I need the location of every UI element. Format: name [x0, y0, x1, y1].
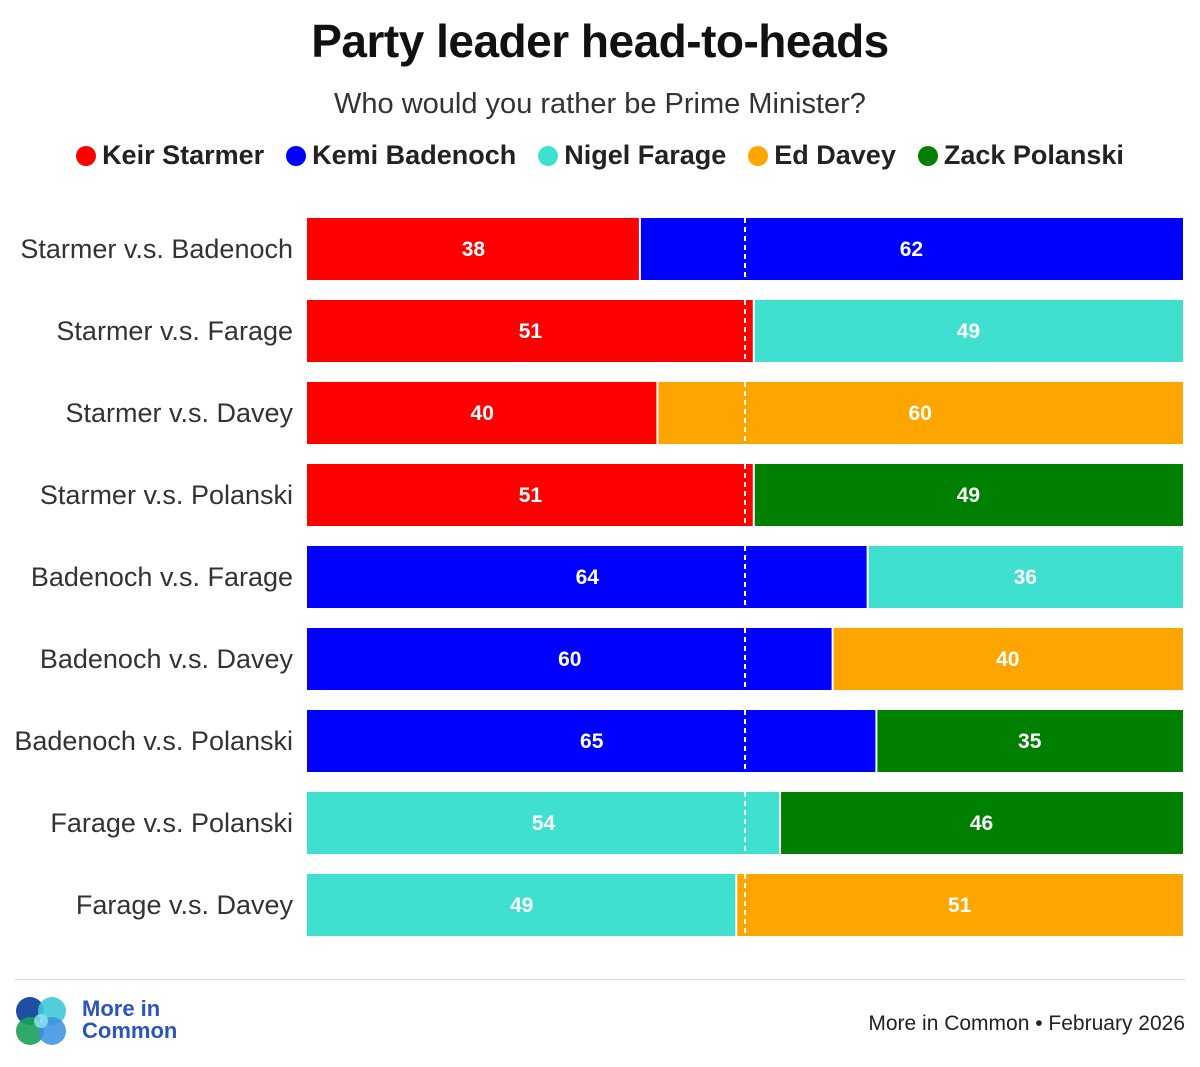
- row-label: Starmer v.s. Polanski: [40, 480, 293, 510]
- row-label: Badenoch v.s. Farage: [31, 562, 293, 592]
- data-label: 51: [948, 894, 972, 917]
- bar-segment-nigel-farage: [753, 300, 1183, 362]
- brand-name: More in Common: [82, 998, 177, 1042]
- bar-row-farage-v-s-davey: Farage v.s. Davey 49 51: [76, 874, 1183, 936]
- legend-label: Kemi Badenoch: [312, 140, 517, 170]
- bar-segment-zack-polanski: [780, 792, 1183, 854]
- data-label: 64: [576, 566, 600, 589]
- legend-swatch: [286, 145, 307, 166]
- brand-line-2: Common: [82, 1018, 178, 1043]
- bar-segment-nigel-farage: [307, 874, 737, 936]
- bar-segment-zack-polanski: [876, 710, 1183, 772]
- legend-label: Zack Polanski: [943, 140, 1124, 170]
- data-label: 65: [580, 730, 604, 753]
- head-to-head-bar-chart: Starmer v.s. Badenoch 38 62 Starmer v.s. Fa…: [14, 218, 1183, 936]
- legend-swatch: [538, 145, 559, 166]
- bar-row-starmer-v-s-farage: Starmer v.s. Farage 51 49: [56, 300, 1183, 362]
- bar-segment-kemi-badenoch: [307, 546, 868, 608]
- chart-title: Party leader head-to-heads: [311, 15, 889, 67]
- data-label: 60: [909, 402, 932, 425]
- data-label: 38: [462, 238, 486, 261]
- data-label: 49: [957, 320, 980, 343]
- legend-swatch: [76, 145, 97, 166]
- legend-item-ed-davey: Ed Davey: [748, 140, 896, 171]
- row-label: Farage v.s. Polanski: [50, 808, 293, 838]
- data-label: 49: [957, 484, 980, 507]
- row-label: Starmer v.s. Farage: [56, 316, 293, 346]
- legend-label: Nigel Farage: [564, 140, 727, 170]
- bar-row-starmer-v-s-polanski: Starmer v.s. Polanski 51 49: [40, 464, 1183, 526]
- data-label: 51: [519, 320, 543, 343]
- bar-segment-ed-davey: [736, 874, 1183, 936]
- bar-row-badenoch-v-s-farage: Badenoch v.s. Farage 64 36: [31, 546, 1183, 608]
- bar-segment-keir-starmer: [307, 300, 754, 362]
- data-label: 51: [519, 484, 543, 507]
- bar-row-farage-v-s-polanski: Farage v.s. Polanski 54 46: [50, 792, 1183, 854]
- legend: Keir Starmer Kemi Badenoch Nigel Farage …: [0, 140, 1200, 171]
- bar-segment-keir-starmer: [307, 464, 754, 526]
- legend-item-nigel-farage: Nigel Farage: [538, 140, 726, 171]
- data-label: 60: [558, 648, 581, 671]
- bar-row-starmer-v-s-davey: Starmer v.s. Davey 40 60: [65, 382, 1183, 444]
- bar-row-badenoch-v-s-polanski: Badenoch v.s. Polanski 65 35: [14, 710, 1183, 772]
- row-label: Badenoch v.s. Polanski: [14, 726, 293, 756]
- row-label: Farage v.s. Davey: [76, 890, 294, 920]
- bar-segment-nigel-farage: [307, 792, 781, 854]
- row-label: Starmer v.s. Davey: [65, 398, 293, 428]
- data-label: 49: [510, 894, 533, 917]
- data-label: 35: [1018, 730, 1042, 753]
- data-label: 54: [532, 812, 556, 835]
- footer-divider: [15, 979, 1185, 980]
- data-label: 46: [970, 812, 993, 835]
- legend-item-zack-polanski: Zack Polanski: [917, 140, 1124, 171]
- chart-subtitle: Who would you rather be Prime Minister?: [334, 88, 866, 120]
- bar-row-badenoch-v-s-davey: Badenoch v.s. Davey 60 40: [40, 628, 1183, 690]
- more-in-common-logo-icon: [16, 997, 66, 1045]
- bar-row-starmer-v-s-badenoch: Starmer v.s. Badenoch 38 62: [20, 218, 1183, 280]
- data-label: 40: [996, 648, 1019, 671]
- legend-item-kemi-badenoch: Kemi Badenoch: [286, 140, 516, 171]
- bar-segment-keir-starmer: [307, 218, 640, 280]
- legend-label: Ed Davey: [774, 140, 896, 170]
- bar-segment-keir-starmer: [307, 382, 658, 444]
- legend-label: Keir Starmer: [102, 140, 265, 170]
- data-label: 36: [1014, 566, 1037, 589]
- bar-segment-ed-davey: [832, 628, 1183, 690]
- legend-swatch: [748, 145, 769, 166]
- legend-swatch: [917, 145, 938, 166]
- legend-item-keir-starmer: Keir Starmer: [76, 140, 264, 171]
- data-label: 40: [471, 402, 494, 425]
- bar-segment-kemi-badenoch: [639, 218, 1183, 280]
- source-note: More in Common • February 2026: [868, 1012, 1185, 1035]
- row-label: Badenoch v.s. Davey: [40, 644, 294, 674]
- data-label: 62: [900, 238, 923, 261]
- bar-segment-zack-polanski: [753, 464, 1183, 526]
- brand-line-1: More in: [82, 996, 161, 1021]
- row-label: Starmer v.s. Badenoch: [20, 234, 293, 264]
- bar-segment-nigel-farage: [867, 546, 1183, 608]
- bar-segment-kemi-badenoch: [307, 710, 877, 772]
